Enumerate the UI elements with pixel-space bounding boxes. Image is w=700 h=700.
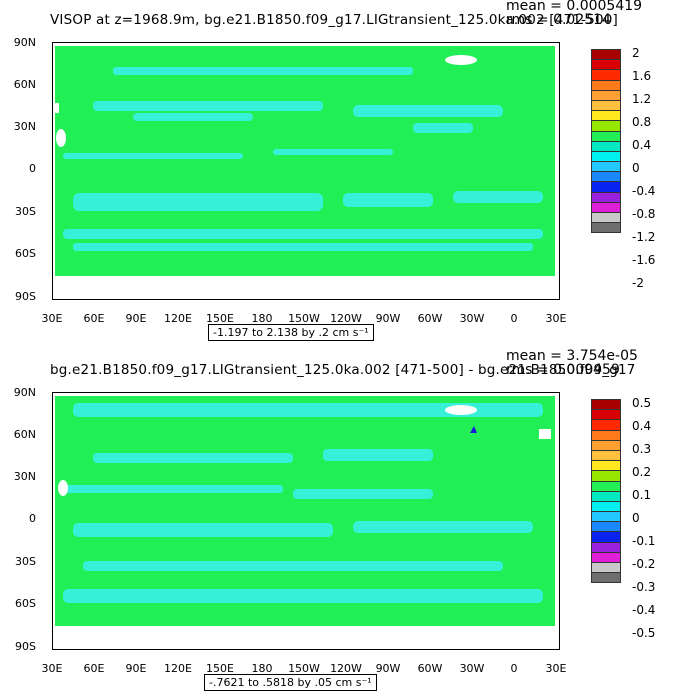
lon-label: 0	[510, 662, 518, 675]
legend-label: 0.1	[632, 488, 652, 502]
legend-label: -2	[632, 276, 644, 290]
lon-label: 150E	[206, 662, 234, 675]
map-plot	[52, 42, 560, 300]
legend-label: 0.4	[632, 419, 652, 433]
legend-label: -0.1	[632, 534, 656, 548]
lat-label: 60S	[15, 597, 36, 610]
legend-label: 0	[632, 161, 640, 175]
legend-label: 2	[632, 46, 640, 60]
lat-label: 90N	[13, 36, 36, 49]
lat-label: 30S	[15, 555, 36, 568]
lon-label: 30E	[545, 312, 567, 325]
legend-label: -0.4	[632, 184, 656, 198]
lat-label: 30S	[15, 205, 36, 218]
color-legend	[591, 49, 621, 234]
lon-label: 150E	[206, 312, 234, 325]
lon-label: 150W	[288, 662, 320, 675]
lon-label: 60W	[417, 312, 443, 325]
lon-label: 30E	[41, 312, 63, 325]
mean-stat: mean = 0.0005419	[506, 0, 643, 14]
legend-label: 0	[632, 511, 640, 525]
map-field	[53, 393, 559, 649]
lon-label: 30E	[545, 662, 567, 675]
panel-title: VISOP at z=1968.9m, bg.e21.B1850.f09_g17…	[50, 12, 619, 28]
lon-label: 30E	[41, 662, 63, 675]
panel-bottom: bg.e21.B1850.f09_g17.LIGtransient_125.0k…	[0, 348, 700, 700]
legend-swatch	[591, 572, 621, 584]
lat-label: 0	[29, 162, 36, 175]
lon-label: 90W	[375, 662, 401, 675]
legend-label: -0.2	[632, 557, 656, 571]
lon-label: 120W	[330, 662, 362, 675]
contour-range-box: -.7621 to .5818 by .05 cm s⁻¹	[204, 674, 377, 691]
panel-title: bg.e21.B1850.f09_g17.LIGtransient_125.0k…	[50, 362, 636, 378]
legend-swatch	[591, 222, 621, 234]
lon-label: 150W	[288, 312, 320, 325]
map-field	[53, 43, 559, 299]
lon-label: 180	[251, 662, 273, 675]
lat-label: 60N	[13, 78, 36, 91]
lat-label: 30N	[13, 120, 36, 133]
lon-label: 90E	[125, 662, 147, 675]
legend-label: -0.5	[632, 626, 656, 640]
rms-stat: rms = 0.02514	[506, 12, 611, 28]
mean-stat: mean = 3.754e-05	[506, 348, 638, 364]
legend-label: -0.8	[632, 207, 656, 221]
lat-label: 90S	[15, 290, 36, 303]
legend-label: 0.2	[632, 465, 652, 479]
map-plot	[52, 392, 560, 650]
legend-label: 0.8	[632, 115, 652, 129]
legend-label: -0.3	[632, 580, 656, 594]
lat-label: 30N	[13, 470, 36, 483]
lon-label: 120E	[164, 662, 192, 675]
legend-label: -1.6	[632, 253, 656, 267]
lat-label: 0	[29, 512, 36, 525]
lat-label: 90S	[15, 640, 36, 653]
legend-label: 1.6	[632, 69, 652, 83]
rms-stat: rms = 0.009459	[506, 362, 620, 378]
lon-label: 30W	[459, 662, 485, 675]
lon-label: 30W	[459, 312, 485, 325]
lon-label: 60E	[83, 662, 105, 675]
legend-label: 0.5	[632, 396, 652, 410]
lon-label: 0	[510, 312, 518, 325]
contour-range-box: -1.197 to 2.138 by .2 cm s⁻¹	[208, 324, 374, 341]
lon-label: 120W	[330, 312, 362, 325]
color-legend	[591, 399, 621, 584]
legend-label: -1.2	[632, 230, 656, 244]
lon-label: 90E	[125, 312, 147, 325]
legend-label: 1.2	[632, 92, 652, 106]
lon-label: 60E	[83, 312, 105, 325]
lat-label: 90N	[13, 386, 36, 399]
lon-label: 60W	[417, 662, 443, 675]
lat-label: 60N	[13, 428, 36, 441]
legend-label: -0.4	[632, 603, 656, 617]
lon-label: 90W	[375, 312, 401, 325]
legend-label: 0.3	[632, 442, 652, 456]
lon-label: 180	[251, 312, 273, 325]
lon-label: 120E	[164, 312, 192, 325]
panel-top: VISOP at z=1968.9m, bg.e21.B1850.f09_g17…	[13, 0, 656, 341]
legend-label: 0.4	[632, 138, 652, 152]
lat-label: 60S	[15, 247, 36, 260]
